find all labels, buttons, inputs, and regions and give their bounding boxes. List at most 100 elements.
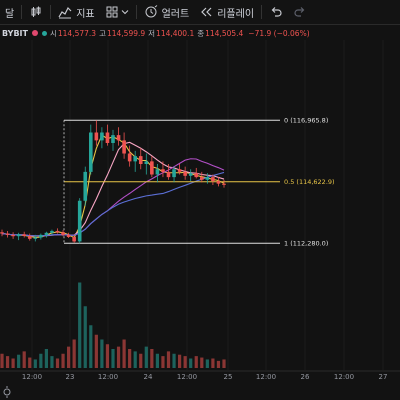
candle-body [39,234,43,238]
candle-body [50,230,54,233]
candle-body [177,169,182,172]
volume-bar [111,349,115,368]
volume-bar [183,356,187,368]
volume-bar [172,353,176,368]
volume-bar [33,359,37,368]
volume-bar [39,353,43,368]
candle-body [11,234,15,237]
volume-bar [205,359,209,368]
redo-icon [294,7,305,17]
replay-icon [201,7,212,17]
templates-icon [106,6,118,18]
candle-body [5,233,10,235]
top-toolbar: 달 지표 얼러트 리플레이 [0,0,400,25]
templates-button[interactable] [100,0,134,24]
candle-body [105,132,110,143]
chart-type-icon [31,6,41,17]
volume-bar [122,339,126,368]
volume-bar [78,282,82,368]
close-value: 114,505.4 [205,28,244,38]
volume-bar [22,351,26,368]
high-value: 114,599.9 [106,28,146,38]
candle-body [172,169,176,178]
chart-settings-icon[interactable] [0,384,14,400]
time-axis-label: 12:00 [177,373,197,381]
volume-bars [0,282,226,368]
toolbar-divider [261,5,263,19]
candle-body [216,181,221,184]
price-chart[interactable]: 0 (116,965.8) 0.5 (114,622.9) 1 (112,280.0… [0,40,400,384]
volume-bar [55,358,60,368]
replay-label: 리플레이 [217,8,255,20]
volume-bar [150,349,154,368]
timeframe-selector[interactable]: 달 [0,0,19,24]
volume-bar [11,358,15,368]
volume-bar [94,334,98,368]
candle-body [16,234,21,237]
volume-bar [166,351,171,368]
exchange-label: BYBIT [2,28,28,38]
candle-body [77,200,82,242]
candle-body [194,173,199,178]
volume-bar [105,344,110,368]
alert-button[interactable]: 얼러트 [139,0,195,24]
candle-body [155,169,160,175]
volume-bar [194,356,198,368]
time-axis-label: 26 [301,373,310,381]
volume-bar [139,353,143,368]
candle-body [188,173,193,176]
fib-level-label: 0 (116,965.8) [284,117,328,125]
moving-average-line [1,141,225,237]
candle-body [166,171,171,178]
alert-icon [145,5,157,18]
chart-type-button[interactable] [24,0,48,24]
chevron-down-icon [121,10,128,15]
indicators-icon [58,6,72,19]
time-axis: 12:00 23 12:00 24 12:00 25 12:00 26 12:00 27 [0,370,400,381]
volume-bar [0,353,4,368]
volume-bar [5,356,10,368]
undo-button[interactable] [264,0,288,24]
open-value: 114,577.3 [57,28,97,38]
redo-button[interactable] [288,0,312,24]
candle-body [138,156,143,164]
candle-body [116,135,121,141]
close-label: 종 [197,28,205,38]
market-status-dot [31,30,38,36]
time-axis-label: 12:00 [22,373,42,381]
volume-bar [128,349,132,368]
timeframe-label: 달 [5,8,15,20]
time-axis-label: 12:00 [256,373,276,381]
volume-bar [44,349,48,368]
candle-body [61,232,65,235]
toolbar-divider [21,5,23,19]
candle-body [133,156,137,162]
time-axis-label: 24 [144,373,153,381]
candle-body [150,161,154,175]
volume-bar [222,359,226,368]
volume-bar [144,346,148,368]
replay-button[interactable]: 리플레이 [194,0,259,24]
candle-body [200,177,204,180]
volume-bar [155,353,159,368]
time-axis-label: 12:00 [98,373,118,381]
volume-bar [189,358,193,368]
candle-body [127,153,132,162]
candle-body [66,234,71,237]
time-axis-label: 25 [224,373,233,381]
moving-average-line [1,171,225,237]
candle-body [100,132,104,141]
fibonacci-retracement[interactable]: 0 (116,965.8) 0.5 (114,622.9) 1 (112,280.0… [63,117,335,248]
fib-level-label: 1 (112,280.0) [284,240,328,248]
volume-bar [178,354,182,368]
change-value: −71.9 (−0.06%) [248,28,310,38]
indicators-button[interactable]: 지표 [53,0,99,24]
candle-body [122,140,126,154]
ohlc-legend: BYBIT 시 114,577.3 고 114,599.9 저 114,400.1 종… [0,26,310,40]
candle-body [33,237,38,239]
indicators-label: 지표 [76,8,95,20]
volume-bar [216,360,221,368]
open-label: 시 [49,28,57,38]
candle-body [83,171,88,201]
candle-body [44,232,49,235]
